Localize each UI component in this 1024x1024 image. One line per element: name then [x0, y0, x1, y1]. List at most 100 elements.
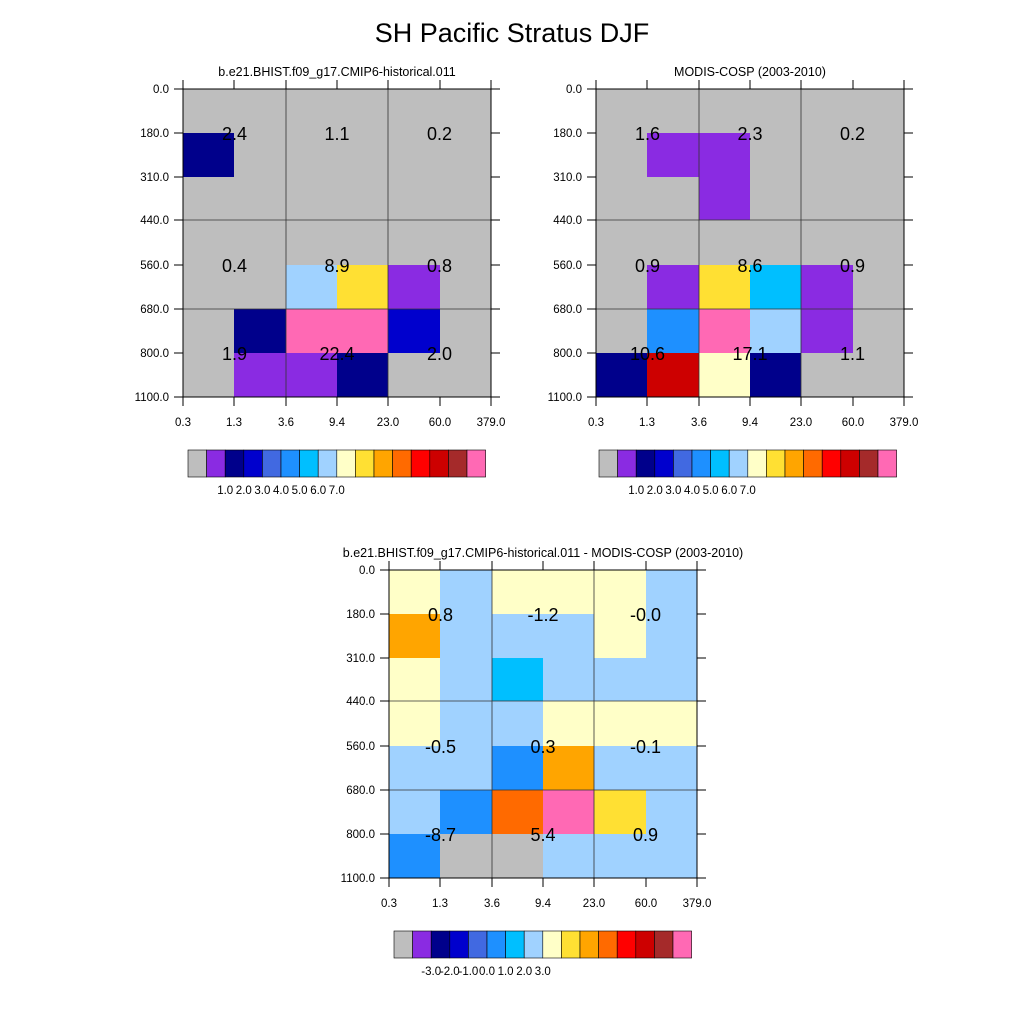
colorbar-swatch [654, 449, 674, 478]
heatmap-cell [699, 220, 751, 266]
heatmap-cell [492, 834, 544, 879]
colorbar-swatch [449, 930, 469, 959]
heatmap-cell [234, 133, 287, 178]
colorbar-label: 2.0 [236, 485, 252, 497]
heatmap-cell [389, 614, 441, 659]
heatmap-cell [647, 220, 700, 266]
heatmap-cell [440, 790, 493, 835]
colorbar-swatch [317, 449, 338, 478]
colorbar-swatch [355, 449, 375, 478]
heatmap-cell [389, 658, 441, 702]
heatmap-cell [543, 701, 595, 747]
y-tick-label: 680.0 [140, 304, 169, 316]
colorbar-swatch [877, 449, 897, 478]
heatmap-cell [801, 220, 854, 266]
block-value-label: 10.6 [630, 344, 665, 364]
heatmap-cell [750, 309, 802, 354]
heatmap-cell [801, 353, 854, 398]
heatmap-cell [234, 309, 287, 354]
heatmap-cell [286, 89, 338, 134]
heatmap-cell [543, 790, 595, 835]
colorbar-label: 5.0 [292, 485, 308, 497]
heatmap-cell [646, 834, 698, 879]
heatmap-cell [699, 133, 751, 178]
colorbar-swatch [412, 930, 432, 959]
colorbar-swatch [448, 449, 468, 478]
colorbar-label: 3.0 [665, 485, 681, 497]
heatmap-cell [647, 89, 700, 134]
heatmap-cell [183, 265, 235, 310]
y-tick-label: 180.0 [346, 609, 375, 621]
heatmap-cell [699, 177, 751, 221]
heatmap-cell [596, 177, 648, 221]
heatmap-cell [440, 834, 493, 879]
colorbar-swatch [523, 930, 544, 959]
heatmap-cell [750, 133, 802, 178]
block-value-label: 5.4 [530, 825, 555, 845]
heatmap-cell [543, 570, 595, 615]
block-value-label: 1.9 [222, 344, 247, 364]
colorbar-swatch [505, 930, 525, 959]
block-value-label: -8.7 [425, 825, 456, 845]
colorbar-swatch [429, 449, 449, 478]
y-tick-label: 0.0 [359, 565, 375, 577]
heatmap-cell [183, 309, 235, 354]
heatmap-cell [699, 353, 751, 398]
colorbar-label: 1.0 [628, 485, 644, 497]
y-tick-label: 0.0 [153, 84, 169, 96]
x-tick-label: 0.3 [588, 417, 604, 429]
heatmap-cell [440, 265, 492, 310]
block-value-label: 0.2 [427, 124, 452, 144]
heatmap-cell [596, 220, 648, 266]
heatmap-cell [853, 309, 905, 354]
heatmap-cell [594, 746, 647, 791]
colorbar-swatch [187, 449, 207, 478]
heatmap-cell [596, 265, 648, 310]
y-tick-label: 800.0 [346, 829, 375, 841]
x-tick-label: 60.0 [842, 417, 864, 429]
block-value-label: 1.1 [324, 124, 349, 144]
block-value-label: 2.3 [737, 124, 762, 144]
colorbar-label: -2.0 [440, 966, 460, 978]
y-tick-label: 180.0 [140, 128, 169, 140]
page-title: SH Pacific Stratus DJF [374, 18, 650, 48]
heatmap-cell [801, 265, 854, 310]
heatmap-cell [286, 353, 338, 398]
colorbar-swatch [262, 449, 282, 478]
heatmap-cell [646, 790, 698, 835]
heatmap-cell [647, 265, 700, 310]
x-tick-label: 3.6 [484, 898, 500, 910]
y-tick-label: 800.0 [140, 348, 169, 360]
colorbar-swatch [673, 449, 693, 478]
colorbar-swatch [410, 449, 431, 478]
heatmap-cell [389, 790, 441, 835]
colorbar-swatch [672, 930, 692, 959]
colorbar-swatch [859, 449, 879, 478]
block-value-label: 0.9 [633, 825, 658, 845]
colorbar-swatch [430, 930, 451, 959]
colorbar-swatch [579, 930, 599, 959]
colorbar-label: 1.0 [217, 485, 233, 497]
heatmap-cell [699, 265, 751, 310]
colorbar-label: 5.0 [703, 485, 719, 497]
colorbar-swatch [468, 930, 488, 959]
heatmap-cell [389, 701, 441, 747]
y-tick-label: 180.0 [553, 128, 582, 140]
heatmap-cell [853, 177, 905, 221]
heatmap-cell [801, 89, 854, 134]
block-value-label: 0.9 [635, 256, 660, 276]
heatmap-cell [492, 701, 544, 747]
block-value-label: 0.3 [530, 737, 555, 757]
colorbar-swatch [635, 449, 656, 478]
x-tick-label: 3.6 [691, 417, 707, 429]
heatmap-cell [440, 614, 493, 659]
heatmap-cell [286, 220, 338, 266]
heatmap-cell [801, 177, 854, 221]
colorbar-swatch [728, 449, 749, 478]
block-value-label: 0.9 [840, 256, 865, 276]
colorbar-swatch [561, 930, 581, 959]
heatmap-cell [646, 570, 698, 615]
colorbar-swatch [373, 449, 393, 478]
y-tick-label: 560.0 [346, 741, 375, 753]
